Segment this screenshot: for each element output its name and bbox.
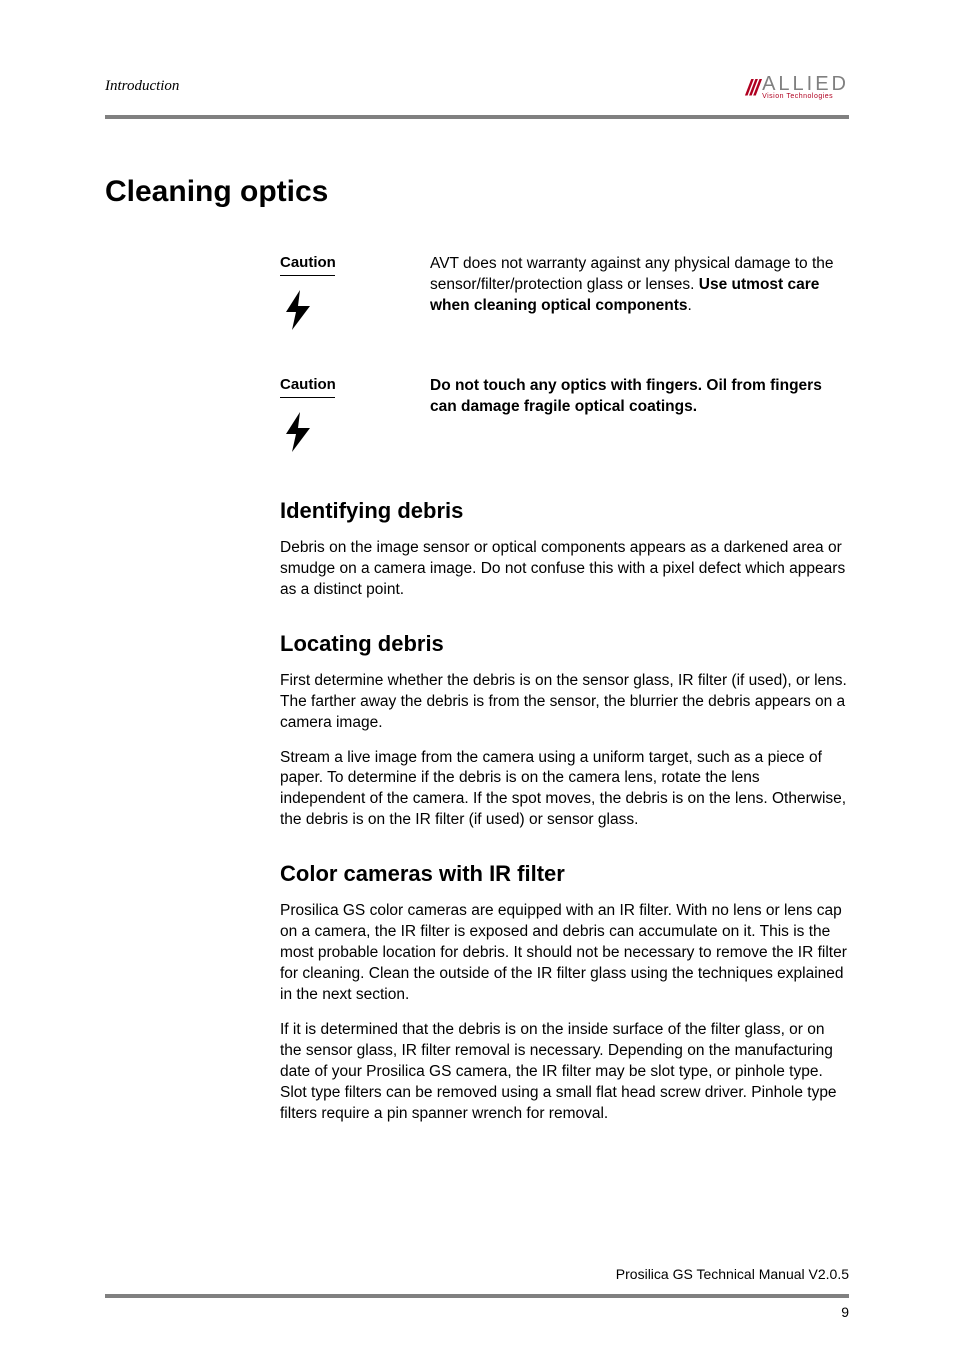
lightning-icon xyxy=(280,288,430,341)
caution-text-1: AVT does not warranty against any physic… xyxy=(430,254,849,341)
caution-label-area: Caution xyxy=(280,376,430,463)
footer-doc-title: Prosilica GS Technical Manual V2.0.5 xyxy=(616,1266,849,1282)
caution-block-2: Caution Do not touch any optics with fin… xyxy=(280,376,849,463)
page-title: Cleaning optics xyxy=(105,175,849,209)
logo-sub-text: Vision Technologies xyxy=(762,94,849,101)
company-logo: /// ALLIED Vision Technologies xyxy=(746,75,849,101)
body-paragraph: Stream a live image from the camera usin… xyxy=(280,748,849,832)
page-header: Introduction /// ALLIED Vision Technolog… xyxy=(105,75,849,101)
header-divider xyxy=(105,115,849,119)
caution-post: . xyxy=(688,297,692,314)
logo-main-text: ALLIED xyxy=(762,75,849,94)
section-heading: Color cameras with IR filter xyxy=(280,861,849,887)
body-paragraph: Prosilica GS color cameras are equipped … xyxy=(280,901,849,1006)
caution-label: Caution xyxy=(280,254,335,276)
section-heading: Identifying debris xyxy=(280,498,849,524)
lightning-icon xyxy=(280,410,430,463)
footer-divider xyxy=(105,1294,849,1298)
logo-text-block: ALLIED Vision Technologies xyxy=(762,75,849,101)
page-content: Cleaning optics Caution AVT does not war… xyxy=(105,175,849,1138)
caution-label-area: Caution xyxy=(280,254,430,341)
logo-slashes-icon: /// xyxy=(746,75,758,101)
caution-text-2: Do not touch any optics with fingers. Oi… xyxy=(430,376,849,463)
section-name: Introduction xyxy=(105,78,179,101)
caution-label: Caution xyxy=(280,376,335,398)
caution-block-1: Caution AVT does not warranty against an… xyxy=(280,254,849,341)
page-number: 9 xyxy=(841,1304,849,1320)
body-paragraph: First determine whether the debris is on… xyxy=(280,671,849,734)
body-paragraph: If it is determined that the debris is o… xyxy=(280,1020,849,1125)
body-paragraph: Debris on the image sensor or optical co… xyxy=(280,538,849,601)
section-heading: Locating debris xyxy=(280,631,849,657)
